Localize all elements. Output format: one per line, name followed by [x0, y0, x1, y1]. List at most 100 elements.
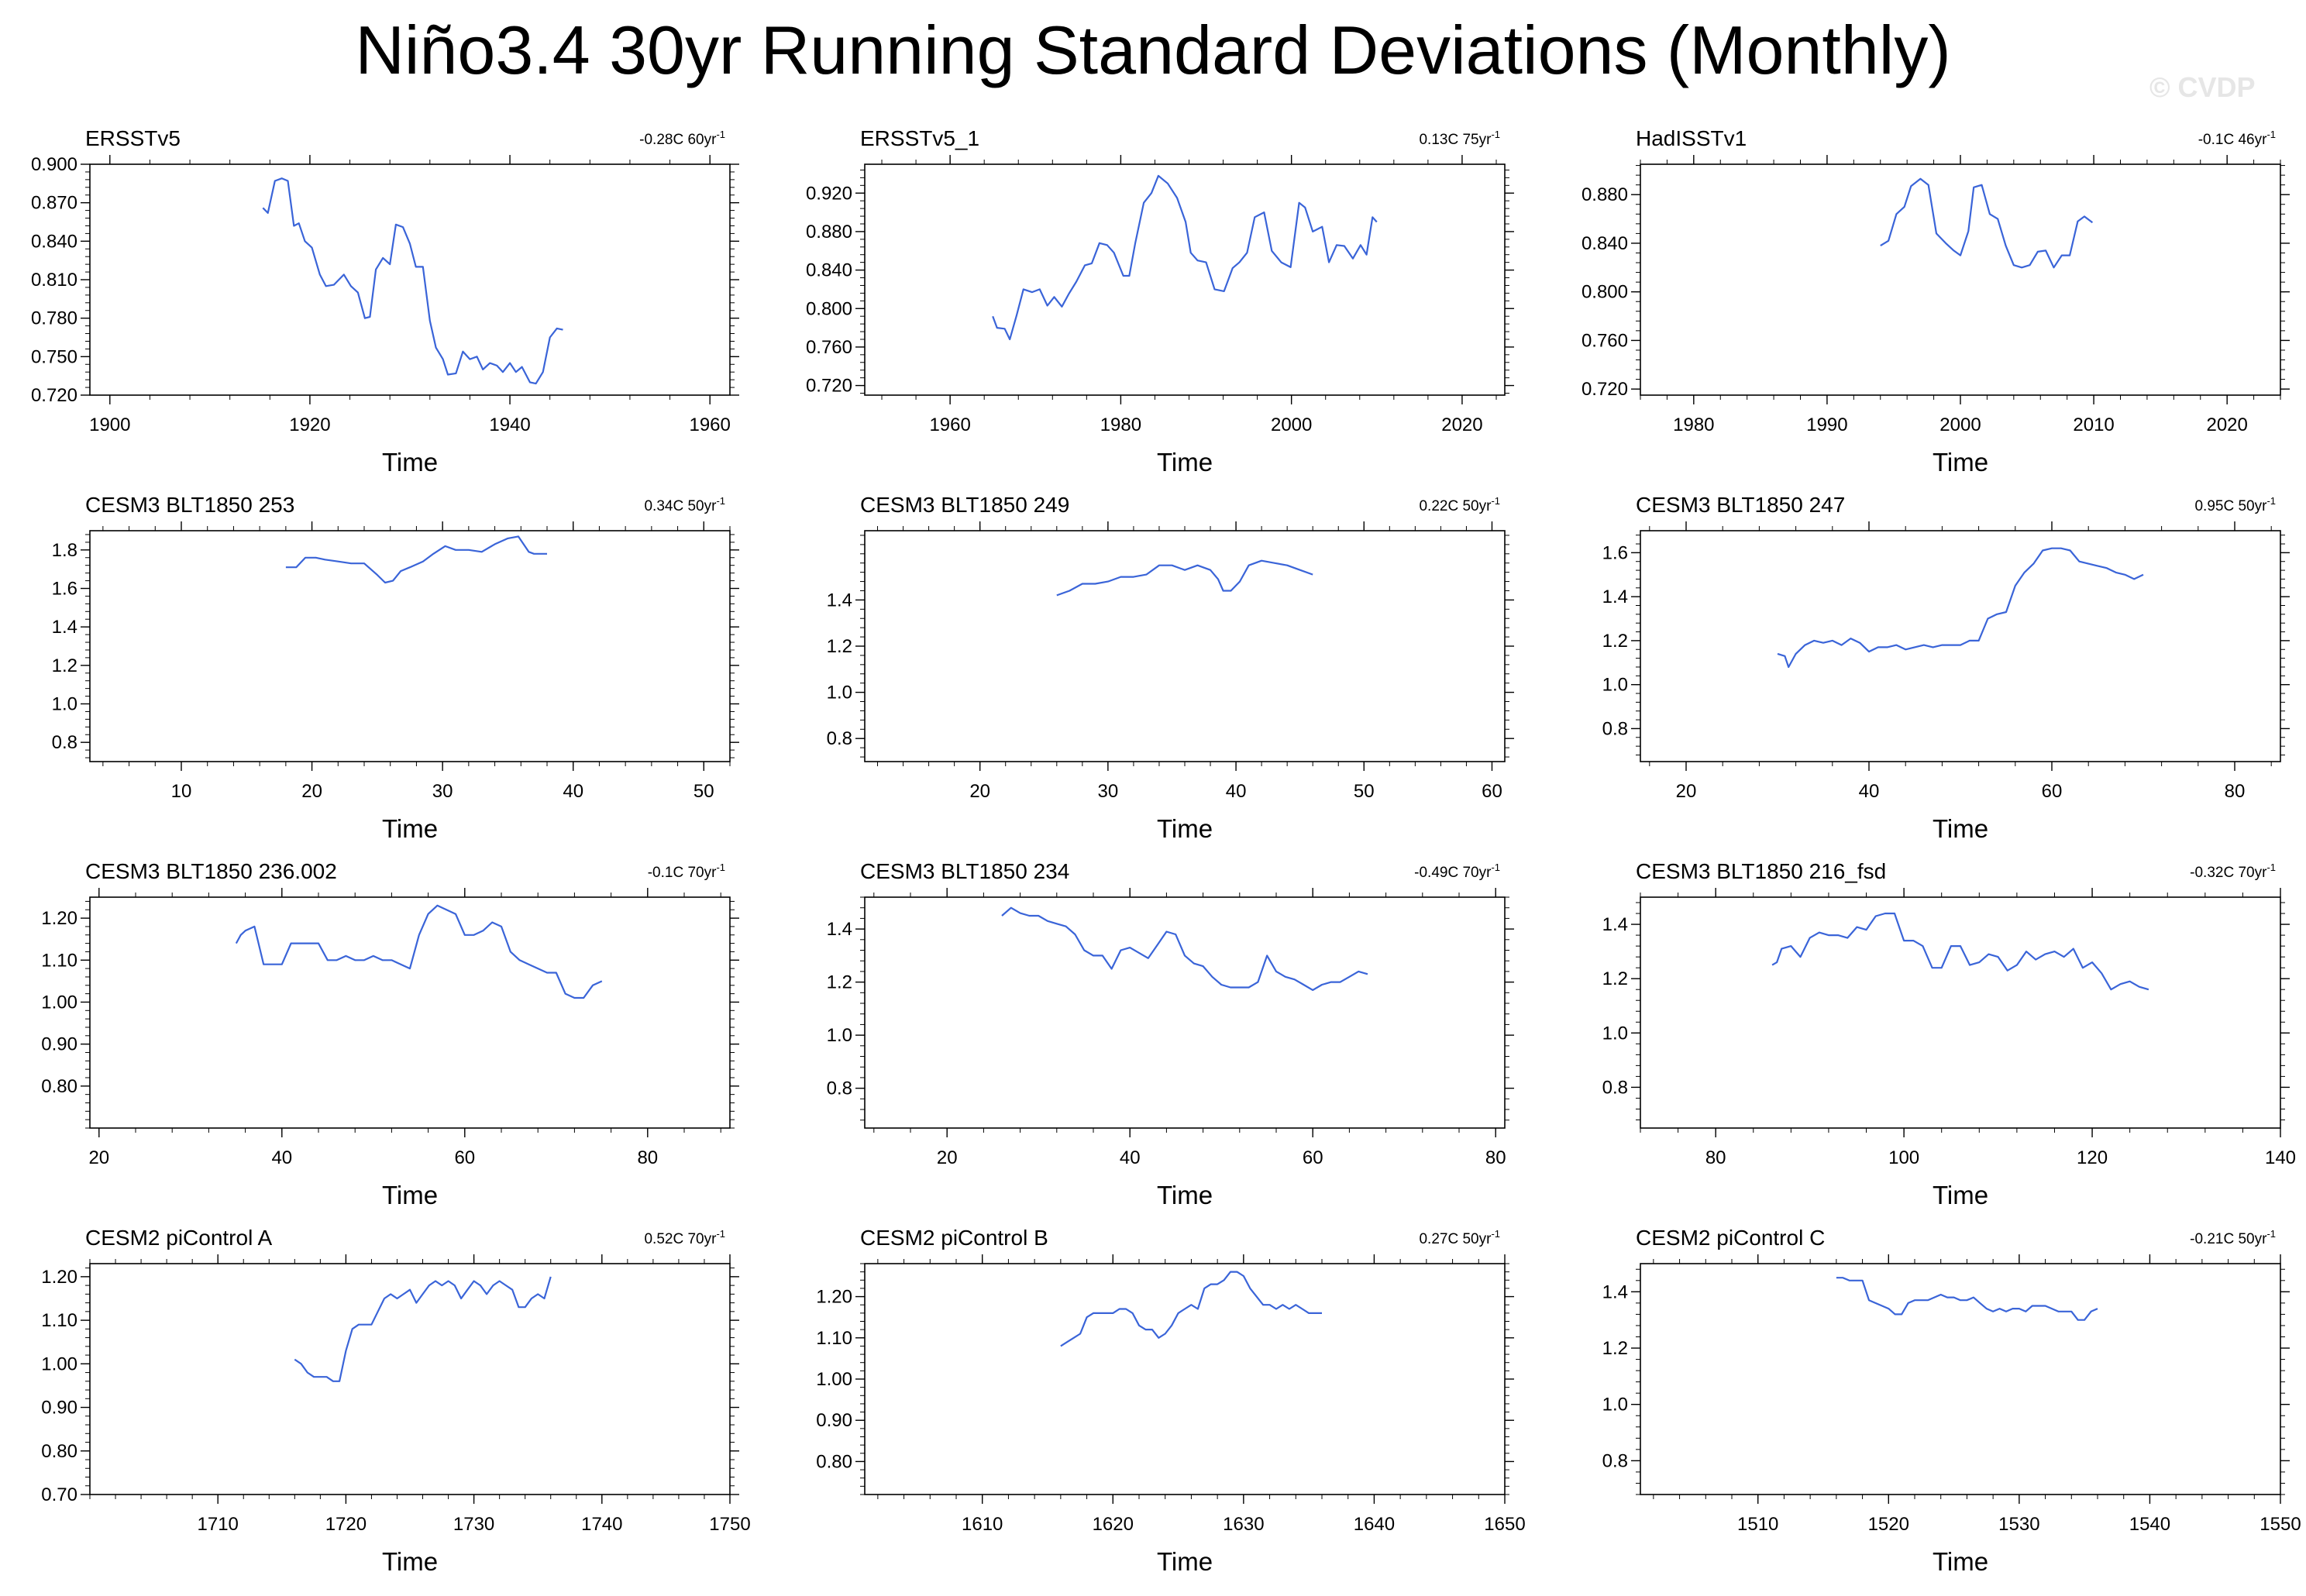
panel-title: CESM2 piControl A — [85, 1226, 273, 1250]
plot-frame — [864, 163, 1506, 396]
x-tick-label: 2000 — [1939, 414, 1981, 435]
x-tick-label: 1720 — [325, 1514, 367, 1535]
plot-frame — [89, 1263, 731, 1495]
x-tick-label: 40 — [1859, 781, 1880, 802]
x-axis-label: Time — [382, 814, 438, 843]
x-tick-label: 60 — [1303, 1147, 1323, 1168]
x-tick-label: 1510 — [1737, 1514, 1778, 1535]
chart-panel-12: 0.8 1.0 1.2 1.4 1510 1520 1530 1540 1550 CESM2 pi… — [1602, 1226, 2301, 1576]
y-tick-label: 1.10 — [41, 950, 77, 971]
y-tick-label: 1.4 — [827, 919, 852, 940]
panel-title: CESM3 BLT1850 253 — [85, 493, 294, 517]
x-tick-label: 1630 — [1223, 1514, 1264, 1535]
y-tick-label: 0.800 — [1582, 282, 1628, 303]
y-tick-label: 0.760 — [1582, 330, 1628, 351]
y-tick-label: 1.4 — [827, 590, 852, 611]
y-tick-label: 1.00 — [816, 1369, 852, 1390]
y-tick-label: 1.4 — [1602, 1281, 1628, 1302]
trend-exponent: -1 — [2266, 495, 2276, 507]
plot-frame — [89, 896, 731, 1129]
x-tick-label: 1900 — [89, 414, 130, 435]
y-tick-label: 0.80 — [41, 1076, 77, 1097]
y-tick-label: 0.900 — [31, 154, 77, 175]
x-axis-label: Time — [1157, 1547, 1213, 1576]
series-line — [285, 535, 547, 584]
x-tick-label: 30 — [1098, 781, 1119, 802]
trend-annotation: -0.49C 70yr-1 — [1414, 862, 1500, 881]
chart-panel-5: 0.8 1.0 1.2 1.4 20 30 40 50 60 CESM3 BLT1850 249 0… — [827, 493, 1514, 843]
trend-value: 0.52C 70yr — [644, 1231, 717, 1247]
y-tick-label: 1.00 — [41, 1354, 77, 1374]
trend-value: -0.32C 70yr — [2190, 865, 2267, 881]
trend-exponent: -1 — [716, 862, 725, 873]
chart-panel-7: 0.80 0.90 1.00 1.10 1.20 20 40 60 80 CESM3 BLT185… — [41, 859, 739, 1209]
series-line — [1777, 547, 2144, 669]
x-tick-label: 1650 — [1484, 1514, 1525, 1535]
trend-annotation: 0.13C 75yr-1 — [1419, 129, 1500, 148]
trend-value: -0.49C 70yr — [1414, 865, 1492, 881]
y-tick-label: 1.10 — [41, 1310, 77, 1331]
y-tick-label: 0.8 — [1602, 1450, 1628, 1471]
x-tick-label: 1710 — [198, 1514, 239, 1535]
y-tick-label: 0.80 — [816, 1451, 852, 1472]
y-tick-label: 1.00 — [41, 992, 77, 1013]
x-tick-label: 50 — [1354, 781, 1375, 802]
series-line — [1880, 177, 2094, 269]
x-tick-label: 1620 — [1093, 1514, 1134, 1535]
x-tick-label: 20 — [301, 781, 322, 802]
y-tick-label: 1.20 — [41, 1267, 77, 1288]
trend-value: -0.1C 46yr — [2198, 132, 2267, 148]
trend-exponent: -1 — [1491, 495, 1500, 507]
x-tick-label: 1550 — [2260, 1514, 2301, 1535]
plot-frame — [1640, 1263, 2281, 1495]
trend-value: 0.95C 50yr — [2194, 498, 2267, 514]
x-tick-label: 1530 — [1998, 1514, 2039, 1535]
y-tick-label: 1.8 — [52, 540, 77, 561]
y-tick-label: 0.840 — [31, 231, 77, 252]
trend-annotation: 0.22C 50yr-1 — [1419, 495, 1500, 514]
y-tick-label: 1.10 — [816, 1328, 852, 1349]
x-tick-label: 1980 — [1100, 414, 1141, 435]
y-tick-label: 0.80 — [41, 1441, 77, 1462]
x-tick-label: 2000 — [1271, 414, 1312, 435]
x-tick-label: 40 — [271, 1147, 292, 1168]
y-tick-label: 0.760 — [806, 337, 852, 358]
x-tick-label: 60 — [454, 1147, 475, 1168]
y-tick-label: 0.8 — [827, 728, 852, 749]
y-tick-label: 1.0 — [1602, 675, 1628, 696]
chart-panel-3: 0.720 0.760 0.800 0.840 0.880 1980 1990 2000 201… — [1582, 126, 2290, 476]
y-tick-label: 1.6 — [52, 579, 77, 600]
trend-annotation: -0.28C 60yr-1 — [639, 129, 725, 148]
x-axis-label: Time — [1933, 814, 1988, 843]
trend-annotation: -0.1C 70yr-1 — [648, 862, 725, 881]
x-tick-label: 60 — [1482, 781, 1502, 802]
series-line — [235, 904, 603, 999]
y-tick-label: 0.870 — [31, 193, 77, 214]
trend-exponent: -1 — [716, 1228, 725, 1240]
trend-exponent: -1 — [1491, 129, 1500, 140]
y-tick-label: 1.2 — [1602, 631, 1628, 652]
trend-annotation: 0.27C 50yr-1 — [1419, 1228, 1500, 1247]
x-axis-label: Time — [1933, 448, 1988, 476]
trend-exponent: -1 — [2266, 862, 2276, 873]
x-tick-label: 20 — [88, 1147, 109, 1168]
y-tick-label: 1.0 — [1602, 1023, 1628, 1044]
trend-annotation: -0.32C 70yr-1 — [2190, 862, 2276, 881]
y-tick-label: 0.90 — [41, 1398, 77, 1419]
trend-annotation: 0.52C 70yr-1 — [644, 1228, 725, 1247]
x-tick-label: 2020 — [2206, 414, 2247, 435]
y-tick-label: 0.8 — [1602, 718, 1628, 739]
x-tick-label: 1520 — [1868, 1514, 1909, 1535]
x-tick-label: 40 — [1226, 781, 1247, 802]
y-tick-label: 1.4 — [1602, 914, 1628, 935]
trend-exponent: -1 — [1491, 1228, 1500, 1240]
y-tick-label: 0.750 — [31, 346, 77, 367]
y-tick-label: 0.880 — [1582, 184, 1628, 205]
y-tick-label: 1.4 — [1602, 586, 1628, 607]
plot-frame — [1640, 896, 2281, 1129]
x-axis-label: Time — [1933, 1547, 1988, 1576]
x-axis-label: Time — [1933, 1181, 1988, 1209]
y-tick-label: 1.4 — [52, 617, 77, 638]
x-tick-label: 80 — [1485, 1147, 1506, 1168]
trend-value: 0.22C 50yr — [1419, 498, 1492, 514]
